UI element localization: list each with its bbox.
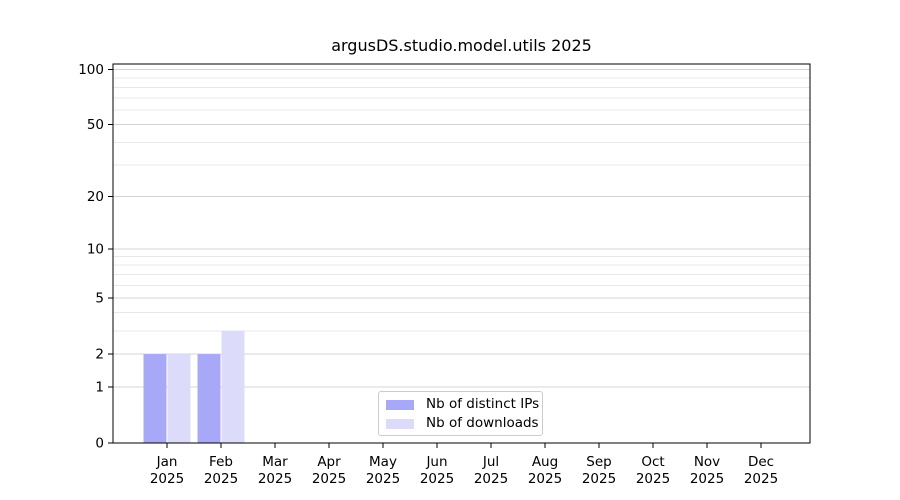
bar-series0-feb bbox=[197, 354, 221, 443]
y-tick-label: 1 bbox=[95, 379, 104, 395]
legend-swatch-downloads bbox=[386, 418, 414, 429]
bar-series0-jan bbox=[143, 354, 167, 443]
legend-entry-downloads: Nb of downloads bbox=[379, 414, 539, 433]
x-tick-label-month: Aug bbox=[532, 454, 558, 470]
y-tick-label: 100 bbox=[78, 62, 104, 78]
x-tick-label-year: 2025 bbox=[312, 471, 346, 487]
x-tick-label-year: 2025 bbox=[744, 471, 778, 487]
plot-frame bbox=[112, 63, 811, 444]
legend-label-distinct-ips: Nb of distinct IPs bbox=[426, 396, 540, 412]
x-tick-label-month: Jun bbox=[425, 454, 447, 470]
x-tick-label-month: Feb bbox=[209, 454, 233, 470]
x-tick-label-year: 2025 bbox=[528, 471, 562, 487]
x-tick-label-year: 2025 bbox=[582, 471, 616, 487]
chart-title: argusDS.studio.model.utils 2025 bbox=[331, 36, 592, 55]
x-tick-label-year: 2025 bbox=[690, 471, 724, 487]
x-tick-label-month: Mar bbox=[262, 454, 288, 470]
x-tick-label-month: Oct bbox=[641, 454, 664, 470]
x-tick-label-month: Apr bbox=[317, 454, 341, 470]
x-tick-label-year: 2025 bbox=[258, 471, 292, 487]
legend-label-downloads: Nb of downloads bbox=[426, 415, 539, 431]
x-tick-label-month: Jan bbox=[156, 454, 178, 470]
x-tick-label-month: Jul bbox=[482, 454, 499, 470]
x-tick-label-year: 2025 bbox=[636, 471, 670, 487]
y-tick-label: 10 bbox=[87, 241, 104, 257]
y-tick-label: 50 bbox=[87, 117, 104, 133]
y-tick-label: 5 bbox=[95, 290, 104, 306]
legend-box: Nb of distinct IPs Nb of downloads bbox=[378, 391, 543, 436]
y-tick-label: 0 bbox=[95, 436, 104, 452]
y-tick-label: 20 bbox=[87, 189, 104, 205]
x-tick-label-month: May bbox=[369, 454, 397, 470]
x-tick-label-year: 2025 bbox=[150, 471, 184, 487]
x-tick-label-year: 2025 bbox=[474, 471, 508, 487]
x-tick-label-year: 2025 bbox=[204, 471, 238, 487]
x-tick-label-year: 2025 bbox=[366, 471, 400, 487]
x-tick-label-month: Dec bbox=[748, 454, 774, 470]
x-tick-label-month: Nov bbox=[694, 454, 720, 470]
x-tick-label-month: Sep bbox=[586, 454, 611, 470]
bar-series1-jan bbox=[167, 354, 191, 443]
legend-entry-distinct-ips: Nb of distinct IPs bbox=[379, 395, 539, 414]
y-tick-label: 2 bbox=[95, 347, 104, 363]
bar-series1-feb bbox=[221, 330, 245, 443]
legend-swatch-distinct-ips bbox=[386, 399, 414, 410]
x-tick-label-year: 2025 bbox=[420, 471, 454, 487]
